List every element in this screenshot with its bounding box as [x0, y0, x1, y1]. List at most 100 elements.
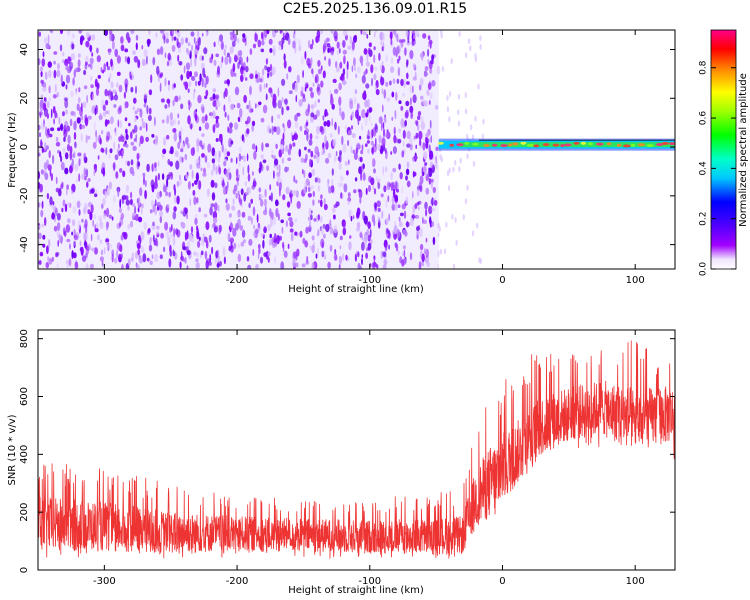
spectrogram-cell	[394, 109, 397, 120]
spectrogram-cell	[317, 185, 321, 192]
spectrogram-cell	[87, 135, 91, 140]
spectrogram-cell	[343, 55, 346, 65]
spectrogram-cell	[85, 262, 89, 269]
spectrogram-cell	[413, 35, 415, 40]
spectrogram-cell	[194, 48, 199, 55]
spectrogram-cell	[252, 206, 256, 216]
spectrogram-cell	[405, 168, 410, 176]
spectrogram-cell	[45, 126, 48, 137]
spectrogram-cell	[332, 138, 337, 147]
spectrogram-cell	[331, 103, 335, 110]
spectrogram-cell	[54, 215, 56, 223]
spectrogram-cell	[293, 82, 299, 93]
spectrogram-y-tick-label: -40	[19, 236, 30, 252]
spectrogram-cell	[181, 156, 184, 163]
spectrogram-cell	[153, 167, 158, 172]
spectrogram-cell	[400, 105, 404, 111]
spectrogram-cell	[133, 138, 136, 142]
spectrogram-cell	[80, 124, 85, 129]
spectrogram-cell	[246, 104, 250, 110]
spectrogram-cell	[422, 216, 424, 225]
spectrogram-cell	[130, 191, 133, 199]
snr-line	[38, 340, 675, 559]
spectrogram-cell	[93, 169, 96, 177]
spectrogram-cell	[169, 161, 173, 167]
spectrogram-cell	[255, 145, 258, 153]
spectrogram-frame	[37, 29, 676, 270]
spectrogram-cell	[108, 30, 113, 35]
spectrogram-cell	[338, 162, 342, 171]
spectrogram-cell	[402, 245, 406, 250]
spectrogram-cell	[322, 142, 325, 148]
spectrogram-cell	[320, 199, 323, 208]
spectrogram-cell	[221, 175, 223, 184]
spectrogram-cell	[83, 152, 86, 161]
spectrogram-cell	[163, 35, 166, 44]
spectrogram-cell	[411, 190, 414, 199]
spectrogram-cell	[276, 171, 281, 177]
spectrogram-cell	[322, 233, 326, 239]
spectrogram-cell	[224, 44, 227, 49]
spectrogram-cell	[201, 77, 204, 88]
spectrogram-cell	[423, 248, 426, 255]
spectrogram-cell	[269, 71, 273, 77]
spectrogram-cell	[105, 135, 109, 142]
spectrogram-cell	[104, 88, 108, 97]
spectrogram-cell	[210, 179, 215, 188]
spectrogram-cell	[320, 65, 323, 71]
spectrogram-cell	[155, 32, 158, 38]
spectrogram-cell	[412, 76, 417, 81]
spectrogram-cell	[425, 132, 430, 138]
spectrogram-cell	[73, 240, 76, 247]
spectrogram-cell	[258, 167, 261, 174]
spectrogram-cell	[69, 118, 73, 127]
spectrogram-cell	[52, 154, 55, 165]
spectrogram-cell	[54, 216, 57, 223]
spectrogram-cell	[467, 38, 471, 45]
spectrogram-cell	[294, 231, 298, 236]
spectrogram-cell	[235, 169, 239, 178]
spectrogram-cell	[339, 245, 342, 250]
spectrogram-cell	[392, 188, 396, 199]
spectrogram-cell	[398, 216, 401, 221]
spectrogram-cell	[198, 126, 202, 131]
spectrogram-cell	[154, 162, 157, 169]
spectrogram-cell	[54, 110, 57, 119]
spectrogram-cell	[108, 214, 112, 219]
spectrogram-cell	[246, 255, 250, 262]
spectrogram-cell	[353, 35, 357, 43]
spectrogram-cell	[203, 47, 208, 55]
spectrogram-cell	[438, 225, 441, 232]
spectrogram-cell	[333, 224, 338, 234]
spectrogram-cell	[91, 105, 96, 114]
spectrogram-cell	[120, 135, 125, 143]
spectrogram-y-tick-label: -20	[19, 188, 30, 204]
spectrogram-cell	[174, 187, 177, 196]
spectrogram-cell	[191, 76, 196, 81]
spectrogram-cell	[376, 200, 381, 208]
spectrogram-cell	[71, 190, 73, 195]
spectrogram-cell	[362, 31, 367, 36]
spectrogram-cell	[342, 227, 347, 236]
spectrogram-cell	[304, 130, 307, 136]
spectrogram-cell	[93, 121, 96, 131]
spectrogram-cell	[398, 128, 401, 133]
spectrogram-cell	[339, 61, 343, 69]
spectrogram-cell	[200, 250, 204, 256]
spectrogram-cell	[244, 38, 247, 47]
spectrogram-cell	[105, 238, 110, 243]
spectrogram-cell	[64, 167, 69, 175]
spectrogram-cell	[342, 253, 345, 261]
spectrogram-cell	[215, 53, 219, 58]
spectrogram-cell	[302, 237, 306, 244]
spectrogram-cell	[126, 160, 131, 167]
spectrogram-cell	[149, 260, 153, 266]
spectrogram-cell	[139, 108, 143, 118]
spectrogram-cell	[227, 172, 232, 181]
spectrogram-cell	[309, 87, 313, 92]
spectrogram-cell	[387, 195, 390, 203]
spectrogram-cell	[333, 253, 338, 261]
spectrogram-cell	[77, 152, 82, 157]
spectrogram-cell	[118, 253, 122, 263]
spectrogram-cell	[228, 245, 231, 252]
